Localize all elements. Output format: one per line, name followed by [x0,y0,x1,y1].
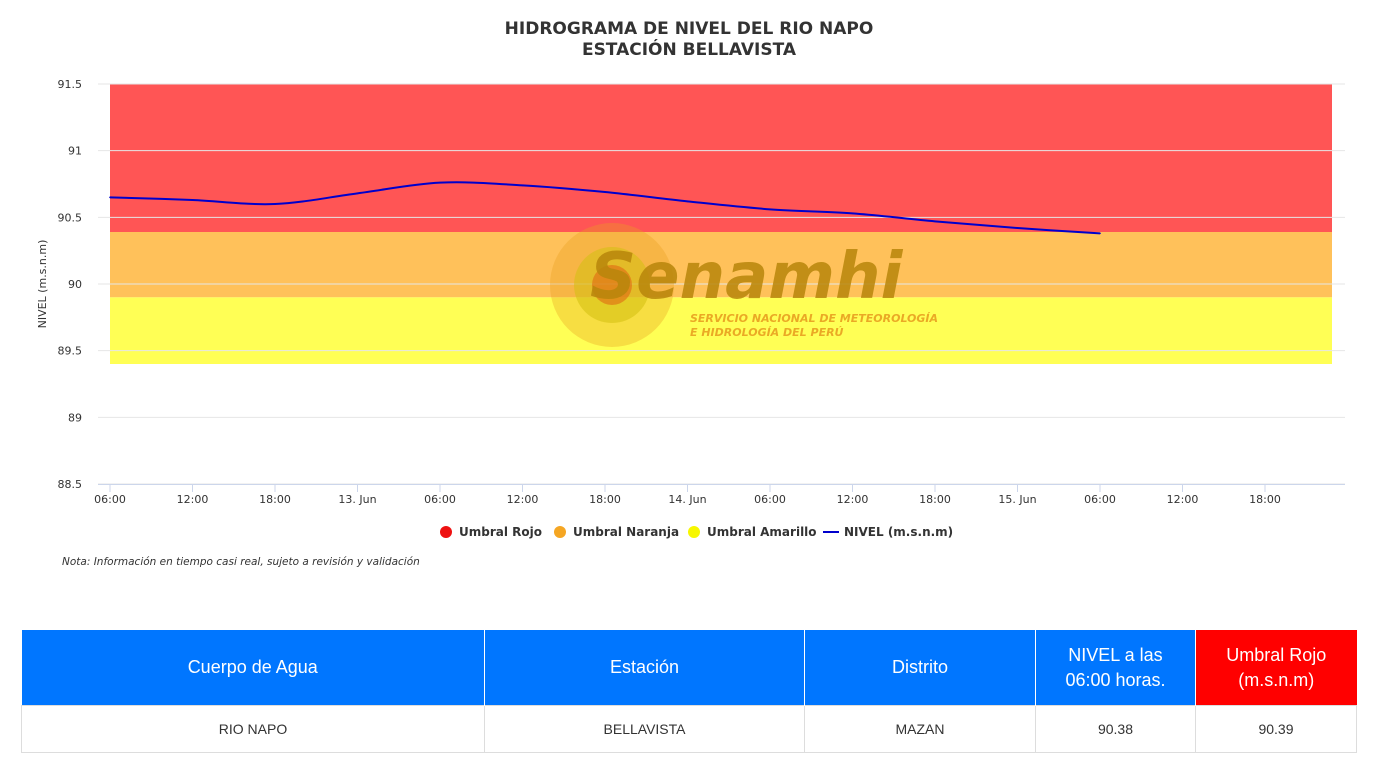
x-tick-label: 12:00 [177,493,209,506]
legend-label-nivel-m-s-n-m: NIVEL (m.s.n.m) [844,525,953,539]
chart-legend: Umbral Rojo Umbral Naranja Umbral Amarillo… [440,525,953,539]
cell-distrito: MAZAN [804,705,1036,753]
band-umbral-naranja [110,232,1332,298]
legend-label-umbral-amarillo: Umbral Amarillo [707,525,817,539]
x-tick-label: 18:00 [919,493,951,506]
cell-umbral-rojo: 90.39 [1195,705,1357,753]
x-tick-label: 06:00 [754,493,786,506]
x-tick-label: 06:00 [1084,493,1116,506]
x-tick-label: 12:00 [837,493,869,506]
x-tick-label: 06:00 [94,493,126,506]
data-point [769,208,771,211]
x-tick-label: 14. Jun [668,493,706,506]
y-tick-label: 89.5 [58,345,83,358]
x-tick-label: 06:00 [424,493,456,506]
header-distrito: Distrito [804,630,1036,706]
legend-label-umbral-naranja: Umbral Naranja [573,525,679,539]
cell-nivel: 90.38 [1035,705,1196,753]
chart-svg: HIDROGRAMA DE NIVEL DEL RIO NAPO ESTACIÓ… [36,19,1345,568]
data-point [1016,227,1019,229]
x-tick-label: 12:00 [507,493,539,506]
y-tick-label: 89 [68,411,82,424]
data-point [191,199,194,201]
y-tick-label: 88.5 [58,478,83,491]
y-tick-label: 90 [68,278,82,291]
header-umbral-rojo: Umbral Rojo (m.s.n.m) [1195,630,1357,706]
x-tick-label: 13. Jun [338,493,376,506]
x-tick-label: 15. Jun [998,493,1036,506]
x-tick-label: 18:00 [1249,493,1281,506]
x-tick-label: 18:00 [259,493,291,506]
legend-label-umbral-rojo: Umbral Rojo [459,525,542,539]
data-point [686,200,689,203]
data-point [521,184,524,187]
y-tick-label: 91 [68,145,82,158]
cell-estacion: BELLAVISTA [484,705,805,753]
legend-marker-umbral-naranja [554,526,566,538]
band-umbral-rojo [110,84,1332,232]
sun-logo-icon [550,223,674,347]
legend-marker-umbral-rojo [440,526,452,538]
data-point [1099,232,1101,235]
chart-title-line-1: HIDROGRAMA DE NIVEL DEL RIO NAPO [505,19,874,39]
data-point [934,220,936,223]
chart-note: Nota: Información en tiempo casi real, s… [62,556,420,568]
senamhi-watermark: Senamhi SERVICIO NACIONAL DE METEOROLOGÍ… [550,223,938,347]
header-estacion: Estación [484,630,805,706]
y-axis-title: NIVEL (m.s.n.m) [36,240,49,329]
chart-title-line-2: ESTACIÓN BELLAVISTA [582,38,797,60]
data-point [356,192,359,195]
watermark-brand: Senamhi [590,240,904,314]
hydrograph-chart: HIDROGRAMA DE NIVEL DEL RIO NAPO ESTACIÓ… [36,19,1345,568]
cell-cuerpo-de-agua: RIO NAPO [21,705,485,753]
station-table: Cuerpo de Agua Estación Distrito NIVEL a… [21,630,1357,753]
data-point [851,212,854,215]
legend-marker-umbral-amarillo [688,526,700,538]
data-point [604,191,606,193]
watermark-line-1: SERVICIO NACIONAL DE METEOROLOGÍA [690,312,938,325]
x-tick-label: 12:00 [1167,493,1199,506]
header-cuerpo-de-agua: Cuerpo de Agua [21,630,485,706]
data-point [274,203,276,205]
header-nivel: NIVEL a las 06:00 horas. [1035,630,1196,706]
watermark-line-2: E HIDROLOGÍA DEL PERÚ [690,326,844,339]
table-header-row: Cuerpo de Agua Estación Distrito NIVEL a… [21,630,1357,706]
band-umbral-amarillo [110,297,1332,364]
data-point [109,196,111,199]
y-tick-label: 90.5 [58,211,83,224]
y-tick-label: 91.5 [58,78,83,91]
data-point [439,181,441,184]
table-row: RIO NAPO BELLAVISTA MAZAN 90.38 90.39 [21,705,1357,753]
x-tick-label: 18:00 [589,493,621,506]
